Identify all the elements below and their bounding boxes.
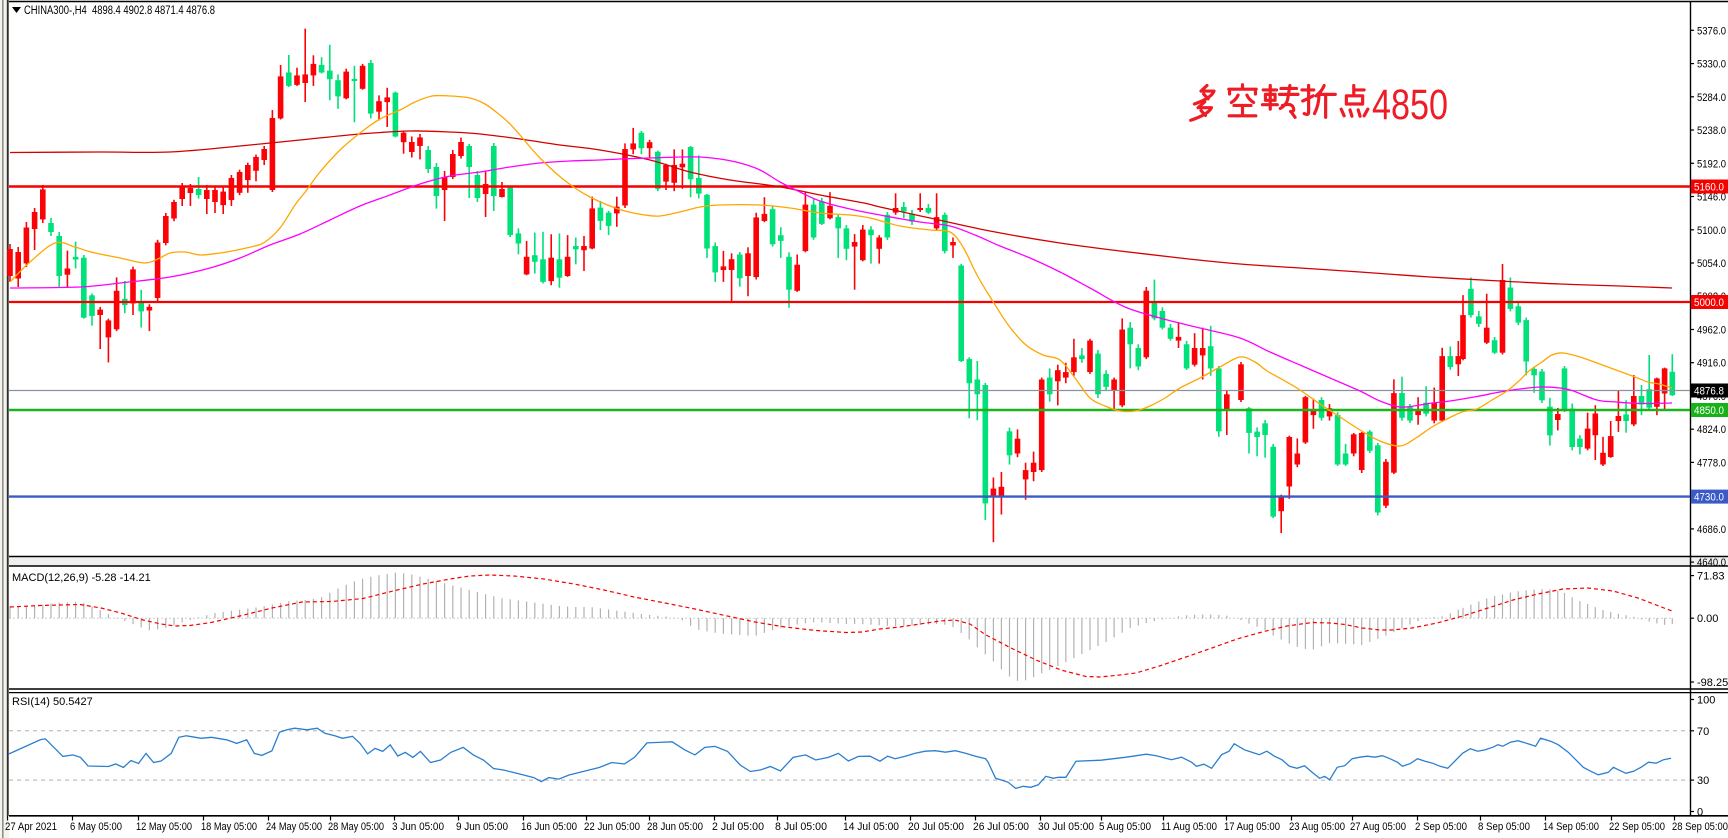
svg-text:MACD(12,26,9) -5.28 -14.21: MACD(12,26,9) -5.28 -14.21 xyxy=(12,572,151,584)
svg-text:4916.0: 4916.0 xyxy=(1697,358,1726,370)
svg-text:27 Aug 05:00: 27 Aug 05:00 xyxy=(1350,821,1406,833)
svg-text:5192.0: 5192.0 xyxy=(1697,158,1726,170)
svg-text:22 Sep 05:00: 22 Sep 05:00 xyxy=(1609,821,1665,833)
svg-text:12 May 05:00: 12 May 05:00 xyxy=(136,821,192,833)
svg-text:5100.0: 5100.0 xyxy=(1697,225,1726,237)
svg-text:11 Aug 05:00: 11 Aug 05:00 xyxy=(1161,821,1217,833)
svg-text:6 May 05:00: 6 May 05:00 xyxy=(70,821,122,833)
svg-text:5054.0: 5054.0 xyxy=(1697,258,1726,270)
svg-text:3 Jun 05:00: 3 Jun 05:00 xyxy=(392,821,444,833)
svg-text:100: 100 xyxy=(1697,695,1715,707)
svg-text:5330.0: 5330.0 xyxy=(1697,59,1726,71)
svg-text:8 Jul 05:00: 8 Jul 05:00 xyxy=(775,821,827,833)
svg-text:5284.0: 5284.0 xyxy=(1697,92,1726,104)
svg-text:5238.0: 5238.0 xyxy=(1697,125,1726,137)
svg-text:30: 30 xyxy=(1697,775,1709,787)
svg-text:16 Jun 05:00: 16 Jun 05:00 xyxy=(521,821,577,833)
svg-text:-98.25: -98.25 xyxy=(1697,677,1728,689)
svg-text:0.00: 0.00 xyxy=(1697,613,1718,625)
svg-text:5376.0: 5376.0 xyxy=(1697,25,1726,37)
svg-text:17 Aug 05:00: 17 Aug 05:00 xyxy=(1224,821,1280,833)
svg-text:28 May 05:00: 28 May 05:00 xyxy=(328,821,384,833)
svg-text:4778.0: 4778.0 xyxy=(1697,457,1726,469)
svg-text:4686.0: 4686.0 xyxy=(1697,524,1726,536)
svg-text:27 Apr 2021: 27 Apr 2021 xyxy=(5,821,57,833)
svg-text:CHINA300-,H4 4898.4 4902.8 48: CHINA300-,H4 4898.4 4902.8 4871.4 4876.8 xyxy=(24,5,215,17)
svg-text:23 Aug 05:00: 23 Aug 05:00 xyxy=(1289,821,1345,833)
svg-text:4640.0: 4640.0 xyxy=(1697,557,1726,569)
svg-text:14 Jul 05:00: 14 Jul 05:00 xyxy=(843,821,899,833)
svg-text:0: 0 xyxy=(1697,807,1703,819)
svg-text:22 Jun 05:00: 22 Jun 05:00 xyxy=(584,821,640,833)
svg-text:5000.0: 5000.0 xyxy=(1694,297,1724,309)
svg-text:20 Jul 05:00: 20 Jul 05:00 xyxy=(908,821,964,833)
svg-text:RSI(14) 50.5427: RSI(14) 50.5427 xyxy=(12,696,93,708)
svg-text:5 Aug 05:00: 5 Aug 05:00 xyxy=(1099,821,1151,833)
svg-text:4824.0: 4824.0 xyxy=(1697,424,1726,436)
svg-text:2 Sep 05:00: 2 Sep 05:00 xyxy=(1415,821,1467,833)
svg-text:8 Sep 05:00: 8 Sep 05:00 xyxy=(1478,821,1530,833)
svg-text:9 Jun 05:00: 9 Jun 05:00 xyxy=(456,821,508,833)
svg-text:70: 70 xyxy=(1697,726,1709,738)
svg-text:71.83: 71.83 xyxy=(1697,571,1725,583)
svg-text:2 Jul 05:00: 2 Jul 05:00 xyxy=(712,821,764,833)
svg-text:4962.0: 4962.0 xyxy=(1697,325,1726,337)
svg-text:18 May 05:00: 18 May 05:00 xyxy=(201,821,257,833)
svg-text:30 Jul 05:00: 30 Jul 05:00 xyxy=(1038,821,1094,833)
svg-text:4850.0: 4850.0 xyxy=(1694,405,1724,417)
svg-text:28 Sep 05:00: 28 Sep 05:00 xyxy=(1672,821,1728,833)
svg-text:5160.0: 5160.0 xyxy=(1694,182,1724,194)
svg-text:4730.0: 4730.0 xyxy=(1694,492,1724,504)
svg-text:28 Jun 05:00: 28 Jun 05:00 xyxy=(647,821,703,833)
svg-text:5146.0: 5146.0 xyxy=(1697,192,1726,204)
svg-text:14 Sep 05:00: 14 Sep 05:00 xyxy=(1543,821,1599,833)
svg-text:4850: 4850 xyxy=(1372,81,1448,129)
svg-text:4876.8: 4876.8 xyxy=(1694,386,1724,398)
svg-text:26 Jul 05:00: 26 Jul 05:00 xyxy=(973,821,1029,833)
svg-text:24 May 05:00: 24 May 05:00 xyxy=(266,821,322,833)
